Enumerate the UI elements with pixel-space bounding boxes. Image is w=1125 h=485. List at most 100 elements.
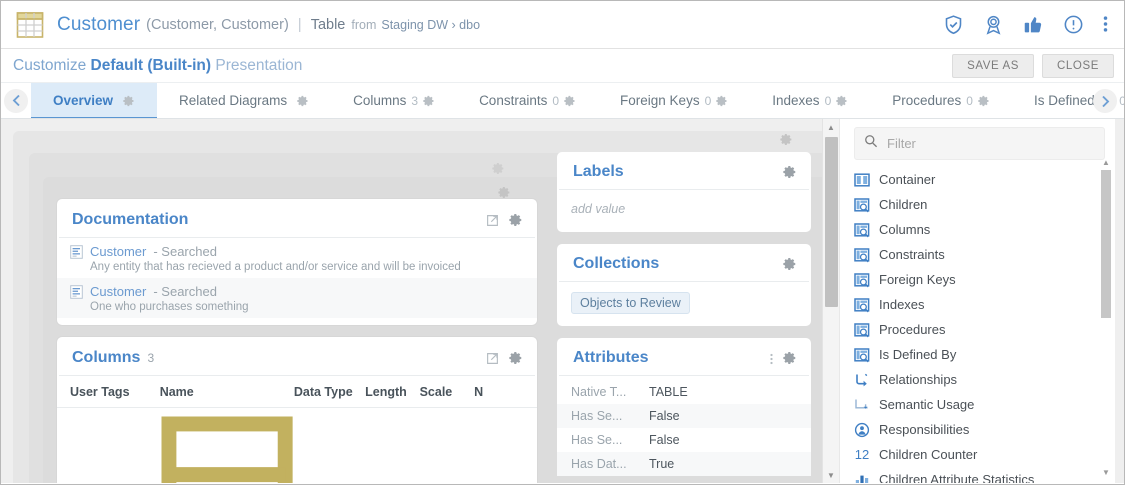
labels-add-value[interactable]: add value (571, 202, 626, 216)
gear-icon[interactable] (564, 95, 576, 107)
col-header-name[interactable]: Name (159, 376, 294, 408)
popout-icon[interactable] (486, 214, 499, 227)
customize-bar: Customize Default (Built-in) Presentatio… (1, 49, 1124, 83)
more-vertical-icon[interactable] (1103, 14, 1108, 35)
scroll-up-icon[interactable]: ▲ (1102, 158, 1110, 167)
gear-icon[interactable] (780, 133, 793, 146)
gear-icon[interactable] (423, 95, 435, 107)
tab-foreign-keys[interactable]: Foreign Keys 0 (598, 83, 750, 118)
tab-overview[interactable]: Overview (31, 83, 158, 118)
documentation-row[interactable]: Customer - Searched One who purchases so… (57, 278, 537, 318)
list-item-foreign-keys[interactable]: Foreign Keys (854, 267, 1115, 292)
title-separator: | (297, 16, 302, 33)
col-header-data-type[interactable]: Data Type (293, 376, 366, 408)
col-header-nullable[interactable]: N (474, 376, 537, 408)
col-header-length[interactable]: Length (365, 376, 420, 408)
labels-card: Labels add value (557, 152, 811, 232)
filter-wrap (840, 119, 1115, 166)
tabs-prev-button[interactable] (1, 83, 31, 118)
scrollbar-thumb[interactable] (825, 137, 838, 307)
labels-body[interactable]: add value (557, 190, 811, 232)
attribute-row: Native T... TABLE (557, 380, 811, 404)
search-input[interactable] (887, 136, 1095, 151)
scrollbar-thumb[interactable] (1101, 170, 1111, 318)
list-item-children-attribute-statistics[interactable]: Children Attribute Statistics (854, 467, 1115, 483)
doc-name: Customer (90, 244, 147, 259)
list-item-label: Columns (879, 222, 931, 237)
tabs-next-button[interactable] (1090, 83, 1120, 119)
gear-icon[interactable] (509, 351, 523, 365)
gear-icon[interactable] (783, 257, 797, 271)
list-item-children[interactable]: Children (854, 192, 1115, 217)
customize-suffix: Presentation (215, 56, 303, 74)
list-item-columns[interactable]: Columns (854, 217, 1115, 242)
tab-procedures[interactable]: Procedures 0 (870, 83, 1012, 118)
collection-chip[interactable]: Objects to Review (571, 292, 690, 314)
doc-row-title: Customer - Searched (70, 244, 525, 259)
bar-chart-icon (854, 472, 870, 483)
table-grid-icon (15, 10, 45, 40)
gear-icon[interactable] (297, 95, 309, 107)
gear-icon[interactable] (509, 213, 523, 227)
tab-label: Related Diagrams (179, 93, 288, 108)
card-actions (486, 351, 523, 365)
gear-icon[interactable] (783, 165, 797, 179)
attribute-key: Has Se... (571, 409, 623, 423)
list-item-responsibilities[interactable]: Responsibilities (854, 417, 1115, 442)
tab-indexes[interactable]: Indexes 0 (750, 83, 870, 118)
gear-icon[interactable] (836, 95, 848, 107)
gear-icon[interactable] (783, 351, 797, 365)
list-item-indexes[interactable]: Indexes (854, 292, 1115, 317)
table-row[interactable]: 1 (57, 408, 537, 483)
grid-search-icon (854, 272, 870, 288)
shield-check-icon[interactable] (943, 14, 964, 35)
more-vertical-icon[interactable] (770, 352, 773, 365)
grid-search-icon (854, 247, 870, 263)
list-item-children-counter[interactable]: 12 Children Counter (854, 442, 1115, 467)
gear-icon[interactable] (492, 162, 505, 175)
award-ribbon-icon[interactable] (983, 14, 1004, 35)
gear-icon[interactable] (716, 95, 728, 107)
tab-related-diagrams[interactable]: Related Diagrams (157, 83, 331, 118)
list-item-semantic-usage[interactable]: Semantic Usage (854, 392, 1115, 417)
list-item-container[interactable]: Container (854, 167, 1115, 192)
close-button[interactable]: CLOSE (1042, 53, 1114, 78)
widget-list-scrollbar[interactable]: ▲ ▼ (1100, 157, 1112, 479)
list-item-relationships[interactable]: Relationships (854, 367, 1115, 392)
side-cards-column: Labels add value Collections (557, 127, 811, 483)
col-header-scale[interactable]: Scale (419, 376, 475, 408)
save-as-button[interactable]: SAVE AS (952, 53, 1034, 78)
tab-count: 0 (966, 93, 973, 108)
tab-bar: Overview Related Diagrams Columns 3 (1, 83, 1124, 119)
scroll-down-icon[interactable]: ▼ (827, 470, 835, 480)
tab-count: 0 (1119, 94, 1124, 108)
alert-circle-icon[interactable] (1063, 14, 1084, 35)
scrollbar-track[interactable] (1100, 170, 1112, 466)
filter-box[interactable] (854, 127, 1105, 160)
tab-columns[interactable]: Columns 3 (331, 83, 457, 118)
popout-icon[interactable] (486, 352, 499, 365)
scroll-down-icon[interactable]: ▼ (1102, 468, 1110, 477)
tab-constraints[interactable]: Constraints 0 (457, 83, 598, 118)
list-item-constraints[interactable]: Constraints (854, 242, 1115, 267)
scroll-up-icon[interactable]: ▲ (827, 122, 835, 132)
gear-icon[interactable] (123, 95, 135, 107)
attributes-body: Native T... TABLE Has Se... False Has Se… (557, 376, 811, 476)
thumbs-up-icon[interactable] (1023, 14, 1044, 35)
list-item-label: Children Counter (879, 447, 978, 462)
list-item-is-defined-by[interactable]: Is Defined By (854, 342, 1115, 367)
breadcrumb: Staging DW › dbo (381, 17, 481, 32)
content-body: Documentation (1, 119, 1124, 483)
col-header-user-tags[interactable]: User Tags (57, 376, 160, 408)
doc-name: Customer (90, 284, 147, 299)
main-vertical-scrollbar[interactable]: ▲ ▼ (822, 119, 839, 483)
customize-actions: SAVE AS CLOSE (952, 53, 1114, 78)
gear-icon[interactable] (498, 186, 511, 199)
table-header-row: User Tags Name Data Type Length Scale N (57, 376, 537, 408)
doc-suffix: - Searched (153, 244, 217, 259)
from-label: from (351, 17, 377, 32)
gear-icon[interactable] (978, 95, 990, 107)
list-item-procedures[interactable]: Procedures (854, 317, 1115, 342)
documentation-row[interactable]: Customer - Searched Any entity that has … (57, 238, 537, 278)
